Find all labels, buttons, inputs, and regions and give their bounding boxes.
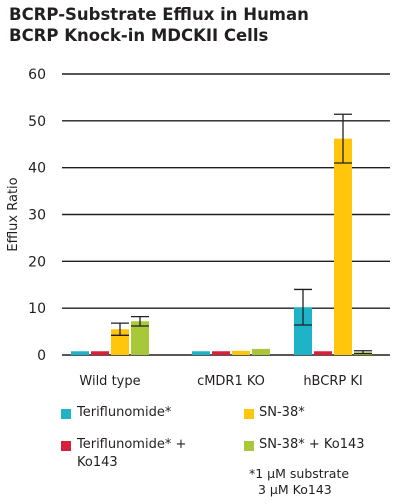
y-tick-label-60: 60 bbox=[28, 67, 46, 83]
legend-swatch-sn38 bbox=[244, 409, 254, 419]
legend-label-sn38: SN-38* bbox=[259, 405, 305, 420]
y-tick-label-40: 40 bbox=[28, 161, 46, 177]
y-axis-label: Efflux Ratio bbox=[6, 177, 21, 251]
y-tick-label-20: 20 bbox=[28, 254, 46, 270]
footnote-line-2: 3 µM Ko143 bbox=[258, 482, 332, 497]
legend-swatch-sn38-ko143 bbox=[244, 441, 254, 451]
legend-swatch-teriflunomide-ko143 bbox=[61, 441, 71, 451]
bar-hbcrp-ki-series-1 bbox=[314, 351, 332, 355]
bar-wild-type-series-3 bbox=[131, 321, 149, 355]
footnote: *1 µM substrate 3 µM Ko143 bbox=[249, 466, 349, 498]
bar-wild-type-series-0 bbox=[71, 351, 89, 355]
y-tick-label-0: 0 bbox=[37, 348, 46, 364]
bar-cmdr1-ko-series-1 bbox=[212, 351, 230, 355]
y-tick-label-50: 50 bbox=[28, 114, 46, 130]
x-category-label-0: Wild type bbox=[79, 374, 140, 389]
bar-cmdr1-ko-series-2 bbox=[232, 350, 250, 355]
bar-cmdr1-ko-series-0 bbox=[192, 351, 210, 355]
bar-hbcrp-ki-series-2 bbox=[334, 138, 352, 355]
y-tick-label-30: 30 bbox=[28, 208, 46, 224]
chart-title-line-2: BCRP Knock-in MDCKII Cells bbox=[9, 26, 269, 45]
bar-cmdr1-ko-series-3 bbox=[252, 348, 270, 355]
y-tick-label-10: 10 bbox=[28, 301, 46, 317]
x-category-label-1: cMDR1 KO bbox=[197, 374, 265, 389]
legend-label-sn38-ko143: SN-38* + Ko143 bbox=[259, 437, 365, 452]
x-category-label-2: hBCRP KI bbox=[303, 374, 362, 389]
footnote-line-1: *1 µM substrate bbox=[249, 466, 350, 481]
bar-hbcrp-ki-series-0 bbox=[294, 307, 312, 355]
legend-swatch-teriflunomide bbox=[61, 409, 71, 419]
legend-label-teriflunomide-ko143: Teriflunomide* + Ko143 bbox=[77, 437, 187, 470]
legend-label-teriflunomide: Teriflunomide* bbox=[77, 405, 172, 420]
bar-wild-type-series-1 bbox=[91, 351, 109, 355]
chart-title-line-1: BCRP-Substrate Efflux in Human bbox=[9, 5, 309, 24]
chart-title: BCRP-Substrate Efflux in Human BCRP Knoc… bbox=[9, 4, 309, 46]
